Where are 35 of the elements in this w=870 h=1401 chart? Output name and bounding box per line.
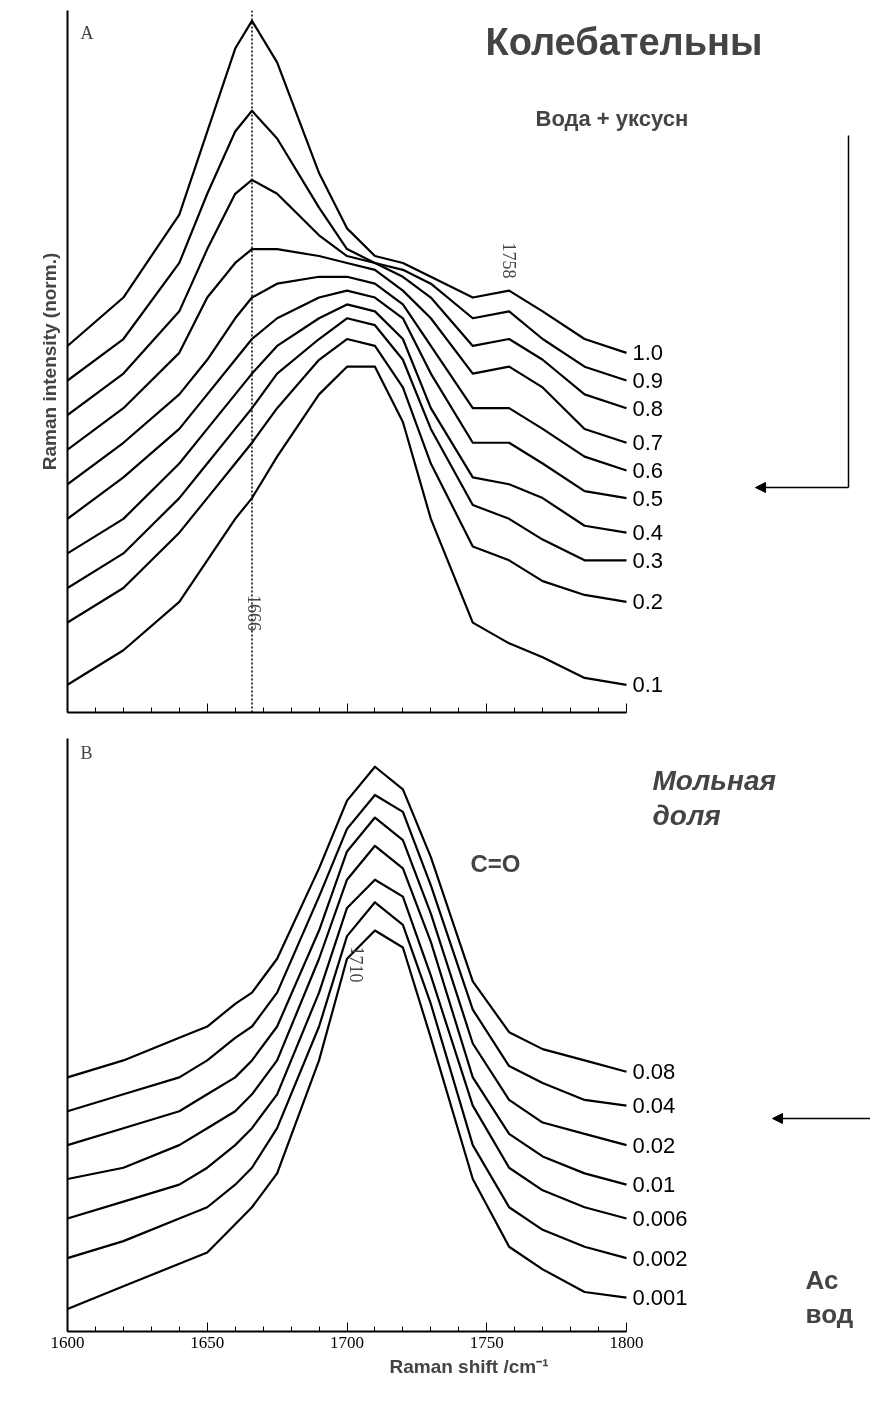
series-label: 1.0 xyxy=(632,340,664,366)
series-label: 0.1 xyxy=(632,672,664,698)
series-label: 0.2 xyxy=(632,589,664,615)
annotation: 1758 xyxy=(498,242,519,279)
annotation: C=O xyxy=(470,849,521,877)
series-label: 0.8 xyxy=(632,395,664,421)
annotation: 1710 xyxy=(346,946,367,983)
x-tick-label: 1650 xyxy=(190,1332,225,1352)
x-tick-label: 1700 xyxy=(330,1332,364,1352)
ref-line-label: 1666 xyxy=(244,594,265,631)
series-label: 0.9 xyxy=(632,368,664,394)
series-label: 0.3 xyxy=(632,547,664,573)
series-label: 0.002 xyxy=(632,1245,688,1271)
text: Ас xyxy=(805,1264,839,1295)
x-tick-label: 1750 xyxy=(469,1332,504,1352)
annotation: A xyxy=(80,22,94,43)
text: вод xyxy=(805,1298,854,1329)
text: B xyxy=(80,742,93,763)
series-label: 0.001 xyxy=(632,1285,688,1311)
text: Мольная доля xyxy=(652,764,776,832)
series-label: 0.6 xyxy=(632,457,664,483)
x-axis-title: Raman shift /cm⁻¹ xyxy=(389,1355,549,1377)
y-axis-title: Raman intensity (norm.) xyxy=(38,252,60,471)
x-tick-label: 1800 xyxy=(609,1332,644,1352)
series-label: 0.7 xyxy=(632,430,664,456)
series-label: 0.04 xyxy=(632,1093,676,1119)
series-label: 0.08 xyxy=(632,1059,676,1085)
series-label: 0.5 xyxy=(632,485,664,511)
chart-title: Колебательны xyxy=(485,20,763,63)
x-tick-label: 1600 xyxy=(50,1332,85,1352)
series-label: 0.02 xyxy=(632,1132,676,1158)
series-label: 0.01 xyxy=(632,1172,676,1198)
annotation: Вода + уксусн xyxy=(535,105,689,131)
series-label: 0.006 xyxy=(632,1206,688,1232)
series-label: 0.4 xyxy=(632,520,664,546)
